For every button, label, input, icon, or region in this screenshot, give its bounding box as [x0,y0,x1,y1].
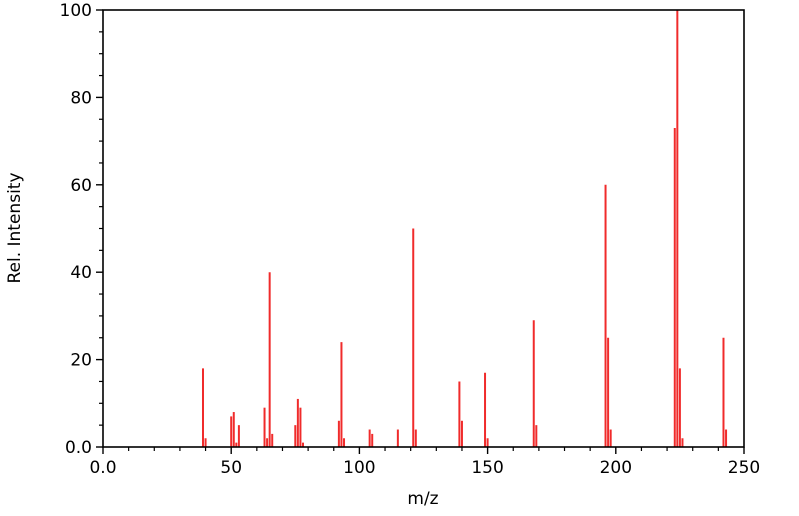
x-tick-label: 150 [471,458,503,478]
x-tick-labels-group: 0.0 50 100 150 200 250 [89,458,760,478]
y-tick-label: 20 [70,351,92,371]
y-axis-label: Rel. Intensity [5,172,25,283]
x-tick-label: 100 [343,458,375,478]
x-tick-label: 0.0 [89,458,116,478]
x-tick-label: 200 [600,458,632,478]
plot-frame [102,9,745,448]
y-tick-label: 0.0 [65,438,92,458]
spectrum-peaks-group [201,10,728,447]
y-tick-label: 40 [70,263,92,283]
y-tick-label: 60 [70,176,92,196]
y-tick-labels-group: 0.0 20 40 60 80 100 [60,1,92,458]
axes-group [96,9,745,454]
x-tick-label: 250 [728,458,760,478]
x-tick-label: 50 [220,458,242,478]
y-tick-label: 100 [60,1,92,21]
x-axis-label: m/z [407,489,438,509]
y-tick-label: 80 [70,88,92,108]
